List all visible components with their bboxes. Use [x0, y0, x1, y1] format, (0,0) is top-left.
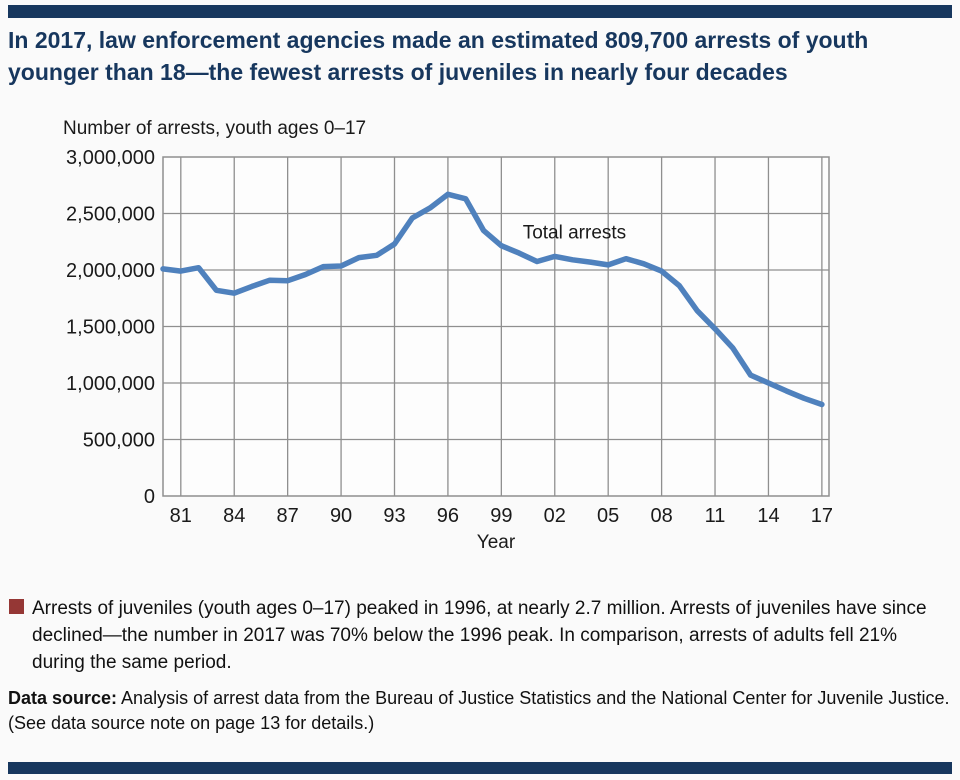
top-divider-bar [8, 5, 952, 18]
y-tick-label: 1,000,000 [66, 373, 155, 395]
x-tick-label: 84 [223, 505, 245, 527]
y-axis-title: Number of arrests, youth ages 0–17 [63, 118, 367, 139]
y-tick-label: 0 [144, 486, 155, 508]
page-title: In 2017, law enforcement agencies made a… [8, 24, 948, 88]
x-tick-label: 08 [650, 505, 672, 527]
x-tick-label: 05 [597, 505, 619, 527]
y-tick-label: 500,000 [83, 430, 155, 452]
bottom-divider-bar [8, 762, 952, 774]
bullet-square-icon [9, 599, 24, 614]
y-tick-label: 2,500,000 [66, 204, 155, 226]
y-tick-label: 3,000,000 [66, 147, 155, 169]
plot-border [162, 156, 830, 497]
series-label-annotation: Total arrests [523, 223, 626, 244]
total-arrests-line-chart: 0 500,000 1,000,000 1,500,000 2,000,000 2,500… [66, 147, 833, 550]
key-finding-text: Arrests of juveniles (youth ages 0–17) p… [32, 598, 927, 673]
x-tick-label: 90 [330, 505, 352, 527]
key-finding-bullet: Arrests of juveniles (youth ages 0–17) p… [9, 595, 939, 676]
x-tick-label: 99 [490, 505, 512, 527]
x-tick-label: 87 [277, 505, 299, 527]
x-tick-label: 11 [705, 505, 726, 527]
x-tick-label: 96 [437, 505, 459, 527]
x-tick-label: 02 [544, 505, 566, 527]
data-source-note: Data source: Analysis of arrest data fro… [8, 686, 956, 736]
x-tick-label: 14 [757, 505, 779, 527]
page-title-line-1: In 2017, law enforcement agencies made a… [8, 27, 869, 53]
x-axis-title: Year [477, 532, 516, 550]
y-tick-label: 2,000,000 [66, 260, 155, 282]
page-title-line-2: younger than 18—the fewest arrests of ju… [8, 59, 788, 85]
y-tick-label: 1,500,000 [66, 317, 155, 339]
data-source-text: Analysis of arrest data from the Bureau … [8, 688, 950, 733]
x-tick-label: 93 [383, 505, 405, 527]
x-tick-label: 17 [811, 505, 833, 527]
total-arrests-trend-line [160, 191, 825, 408]
data-source-label: Data source: [8, 688, 118, 708]
x-tick-label: 81 [170, 505, 192, 527]
